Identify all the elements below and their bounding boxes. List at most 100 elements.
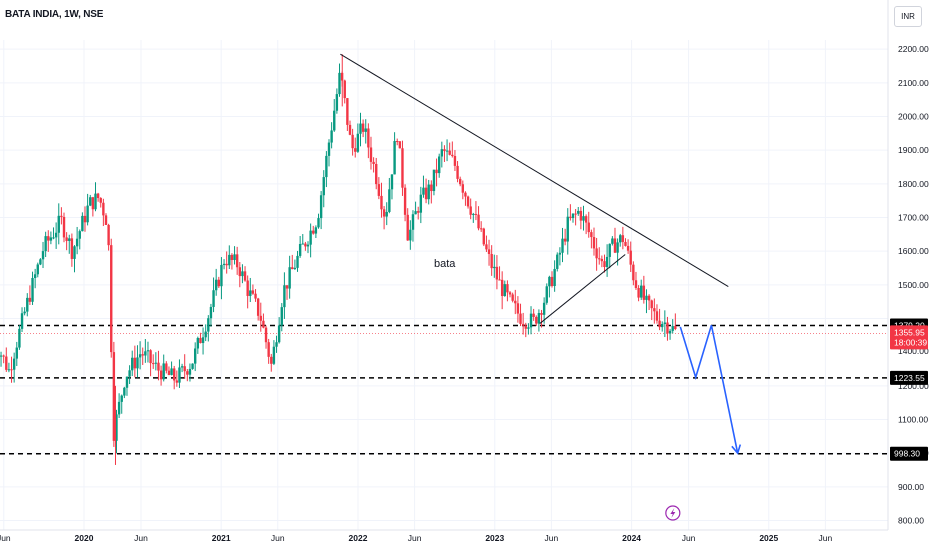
trendline[interactable] [539, 254, 626, 324]
candle-body [178, 367, 181, 383]
x-tick-label: 2021 [212, 533, 231, 543]
candle-body [477, 214, 480, 229]
candle-body [309, 230, 312, 245]
candle-body [351, 134, 354, 149]
candle-body [264, 327, 268, 343]
candle-body [254, 293, 257, 299]
candle-body [537, 313, 541, 324]
candle-body [571, 213, 575, 219]
candle-body [304, 243, 307, 247]
candle-body [498, 279, 501, 281]
candle-body [356, 133, 360, 152]
candle-body [159, 370, 163, 380]
candle-body [579, 210, 583, 221]
candle-body [0, 355, 3, 357]
candle-body [519, 313, 522, 324]
candle-body [112, 352, 116, 441]
candle-body [275, 342, 278, 347]
candle-body [62, 216, 66, 238]
candle-body [626, 245, 630, 251]
candle-body [640, 285, 643, 298]
candle-body [448, 150, 451, 155]
candle-body [23, 311, 26, 314]
candle-body [655, 311, 659, 321]
candle-body [238, 267, 241, 277]
y-tick-label: 1100.00 [898, 415, 928, 425]
candle-body [422, 187, 425, 195]
candle-body [214, 279, 218, 291]
candle-body [359, 123, 362, 134]
candle-body [445, 150, 449, 152]
x-tick-label: 2022 [349, 533, 368, 543]
candle-body [550, 276, 554, 287]
candle-body [173, 368, 176, 381]
candle-body [642, 285, 646, 300]
forecast-line[interactable] [679, 325, 739, 454]
candle-body [647, 295, 651, 301]
candle-body [343, 80, 346, 99]
candle-body [493, 266, 496, 269]
candle-body [225, 263, 228, 266]
trendline[interactable] [340, 53, 729, 287]
x-tick-label: Jun [271, 533, 285, 543]
candle-body [553, 268, 556, 287]
candle-body [616, 242, 619, 253]
candle-body [293, 267, 297, 270]
candle-body [235, 254, 239, 268]
candle-body [532, 313, 535, 317]
last-price-text: 1355.95 [894, 327, 925, 337]
candle-body [458, 178, 462, 185]
candle-body [204, 331, 207, 338]
candle-body [666, 322, 669, 334]
y-tick-label: 1400.00 [898, 346, 929, 356]
candle-body [674, 326, 677, 329]
y-tick-label: 1600.00 [898, 246, 929, 256]
candle-body [542, 302, 546, 315]
candle-body [432, 169, 436, 192]
candle-body [377, 184, 381, 196]
candle-body [325, 155, 328, 178]
x-tick-label: Jun [819, 533, 833, 543]
candle-body [619, 235, 622, 243]
candle-body [398, 141, 402, 149]
candle-body [68, 238, 71, 241]
candle-body [385, 211, 388, 217]
currency-button[interactable]: INR [894, 6, 922, 27]
candle-body [60, 215, 63, 217]
candle-body [663, 322, 667, 325]
candle-body [199, 338, 202, 344]
candle-body [451, 154, 454, 156]
y-tick-label: 1800.00 [898, 179, 929, 189]
candle-body [624, 241, 627, 246]
candle-body [41, 251, 45, 260]
candle-body [592, 237, 596, 249]
candle-body [668, 330, 672, 334]
candle-body [393, 141, 396, 175]
event-marker[interactable] [665, 505, 681, 521]
candle-body [600, 258, 604, 262]
y-tick-label: 1900.00 [898, 145, 929, 155]
candle-body [503, 284, 506, 297]
candle-body [629, 250, 632, 265]
candle-body [44, 236, 47, 252]
candle-body [288, 267, 291, 289]
candle-body [661, 324, 664, 328]
candle-body [99, 198, 102, 203]
candle-body [490, 254, 493, 269]
y-tick-label: 2100.00 [898, 78, 929, 88]
candle-body [361, 123, 365, 132]
candle-body [382, 209, 386, 217]
candle-body [5, 356, 8, 370]
candle-body [346, 98, 349, 125]
x-tick-label: Jun [408, 533, 422, 543]
candle-body [191, 363, 194, 369]
candle-body [338, 72, 341, 95]
candle-body [364, 128, 367, 132]
candle-body [645, 295, 648, 300]
candle-body [175, 380, 179, 383]
last-price-tag [890, 325, 928, 350]
candle-body [456, 165, 459, 179]
candle-body [241, 271, 244, 277]
